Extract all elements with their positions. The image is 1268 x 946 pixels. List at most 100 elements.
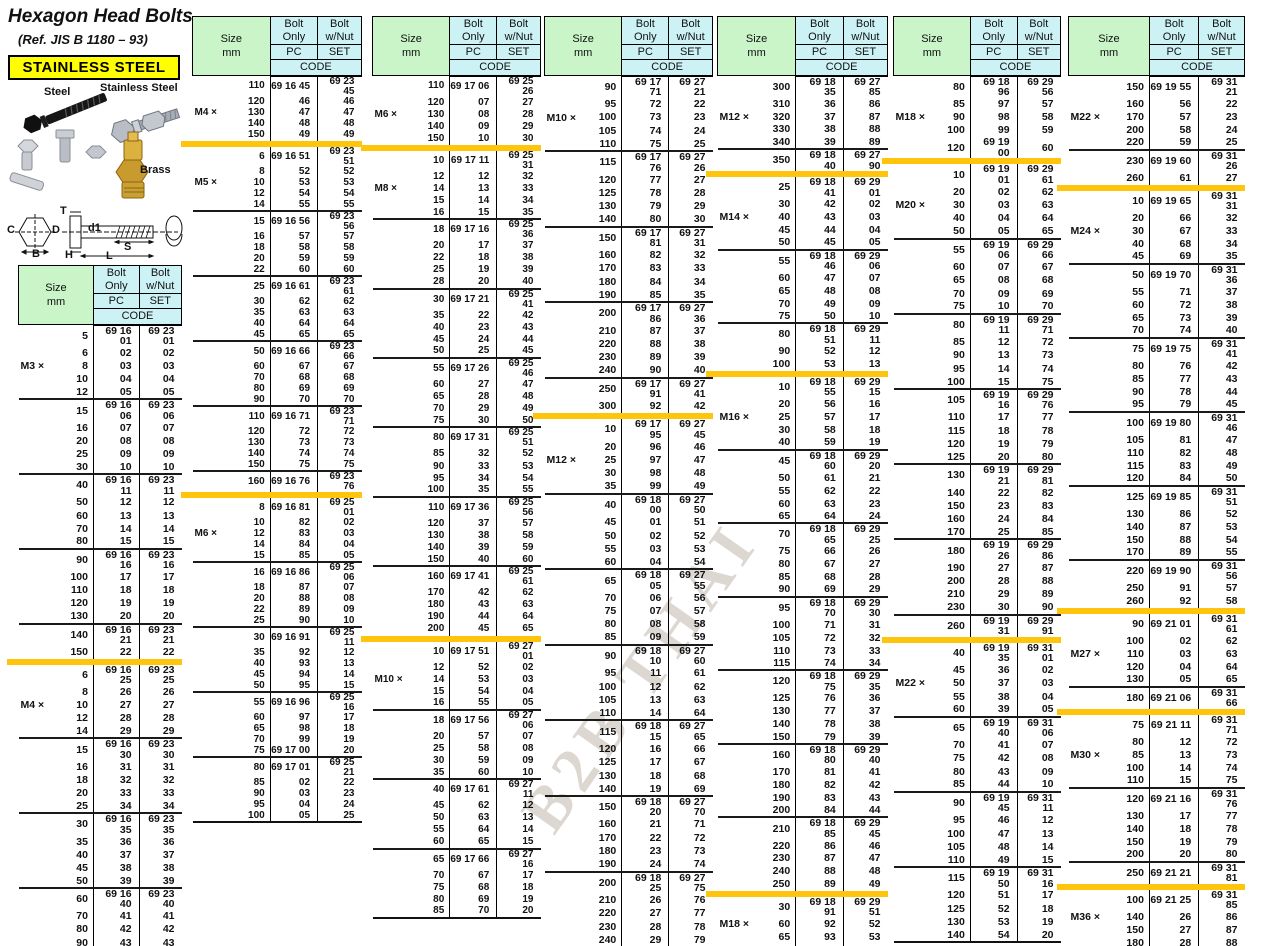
table-row: 80 69 17 01 69 25 21: [192, 755, 362, 778]
size-cell: 15: [372, 685, 451, 698]
table-row: 105 81 47: [1068, 433, 1245, 447]
yellow-separator: [1056, 708, 1245, 715]
size-cell: 210: [544, 893, 623, 907]
set-code-cell: 71: [693, 818, 706, 831]
set-code-cell: 88: [868, 123, 881, 136]
table-row: 22 18 38: [372, 252, 541, 265]
yellow-separator-bar: [1056, 883, 1245, 890]
pc-code-cell: 69 16 45: [270, 75, 319, 97]
table-row: 55 69 16 96 69 25 16: [192, 690, 362, 713]
pc-code-cell: 34: [449, 472, 498, 485]
length-value: 30: [778, 198, 791, 211]
set-code-cell: 42: [162, 923, 175, 936]
length-value: 200: [1126, 123, 1144, 136]
yellow-separator-bar: [532, 413, 713, 420]
pc-code-cell: 69 19 55: [1149, 75, 1200, 98]
pc-code-cell: 99: [621, 480, 670, 494]
yellow-separator-bar: [881, 158, 1061, 165]
table-row: 20 02 62: [893, 185, 1061, 199]
set-code-cell: 34: [162, 799, 175, 812]
photo-label-stainless-steel: Stainless Steel: [100, 82, 178, 94]
set-code-cell: 69 23 66: [317, 339, 362, 362]
length-value: 35: [604, 480, 617, 493]
set-code-cell: 49: [693, 480, 706, 493]
set-code-cell: 46: [693, 440, 706, 453]
size-cell: 20: [192, 253, 271, 265]
pc-code-cell: 63: [270, 307, 319, 319]
length-value: 6: [82, 346, 88, 359]
table-row: 20 17 37: [372, 240, 541, 253]
size-cell: 100: [18, 570, 94, 584]
length-value: 70: [778, 528, 791, 541]
length-value: 60: [953, 703, 965, 716]
size-cell: 350: [717, 148, 797, 172]
length-value: 120: [947, 437, 965, 450]
size-cell: 80: [372, 893, 451, 906]
pc-code-cell: 79: [1149, 398, 1200, 412]
table-row: 10 69 19 01 69 29 61: [893, 164, 1061, 186]
size-cell: 150: [372, 132, 451, 145]
length-value: 35: [76, 835, 88, 848]
set-code-cell: 62: [693, 680, 706, 693]
table-row: 90 43 43: [18, 936, 182, 946]
pc-header: PC: [795, 44, 844, 60]
length-value: 100: [598, 111, 617, 124]
pc-code-cell: 03: [93, 359, 140, 373]
table-row: 65 73 39: [1068, 311, 1245, 325]
length-value: 40: [253, 658, 265, 669]
size-cell: M5 × 10: [192, 177, 271, 189]
size-cell: 80: [717, 322, 797, 346]
length-value: 230: [947, 601, 965, 614]
set-code-cell: 64: [1041, 212, 1054, 225]
length-value: 14: [253, 198, 265, 210]
size-cell: 50: [893, 225, 971, 239]
pc-code-cell: 69 18 25: [621, 870, 670, 894]
set-code-cell: 27: [1225, 171, 1238, 184]
pc-code-cell: 10: [970, 300, 1018, 314]
table-row: 8 26 26: [18, 685, 182, 699]
size-cell: 50: [717, 471, 797, 485]
length-value: 55: [433, 824, 445, 836]
size-cell: M16 × 25: [717, 410, 797, 424]
length-value: 10: [1132, 194, 1144, 207]
pc-code-cell: 83: [621, 262, 670, 276]
size-cell: 10: [1068, 190, 1150, 212]
size-cell: 130: [544, 199, 623, 214]
pc-code-cell: 22: [93, 645, 140, 659]
length-value: 150: [1126, 923, 1144, 936]
pc-code-cell: 69 19 40: [970, 715, 1018, 739]
pc-code-cell: 69 17 71: [621, 75, 670, 98]
length-value: 220: [598, 907, 617, 920]
table-row: 250 91 57: [1068, 581, 1245, 595]
table-row: 8 69 16 81 69 25 01: [192, 497, 362, 518]
yellow-separator: [360, 144, 541, 151]
length-value: 120: [947, 141, 965, 154]
size-cell: 45: [372, 333, 451, 346]
length-value: 150: [1126, 533, 1144, 546]
length-value: 125: [598, 186, 617, 199]
size-cell: 105: [893, 840, 971, 854]
table-row: 160 24 84: [893, 512, 1061, 527]
table-row: 120 69 21 16 69 31 76: [1068, 786, 1245, 810]
table-row: 40 64 64: [192, 318, 362, 330]
size-cell: 130: [893, 463, 971, 487]
table-row: 60 07 67: [893, 260, 1061, 274]
pc-code-cell: 28: [449, 391, 498, 404]
bolt-only-header: Bolt Only: [621, 16, 670, 45]
table-row: 120 16 66: [544, 742, 713, 756]
length-value: 10: [76, 699, 88, 712]
length-value: 320: [772, 110, 791, 123]
set-code-cell: 31: [162, 760, 175, 773]
length-value: 150: [947, 499, 965, 512]
pc-code-cell: 10: [449, 132, 498, 145]
size-cell: 10: [18, 372, 94, 387]
table-row: 25 58 08: [372, 742, 541, 756]
set-code-cell: 56: [693, 591, 706, 604]
table-row: 16 69 16 86 69 25 06: [192, 560, 362, 583]
pc-code-cell: 21: [621, 817, 670, 832]
set-code-cell: 57: [1041, 97, 1054, 110]
pc-code-cell: 38: [970, 690, 1018, 704]
table-row: 80 67 27: [717, 557, 888, 571]
pc-code-cell: 53: [449, 673, 498, 686]
size-cell: 180: [1068, 685, 1150, 709]
